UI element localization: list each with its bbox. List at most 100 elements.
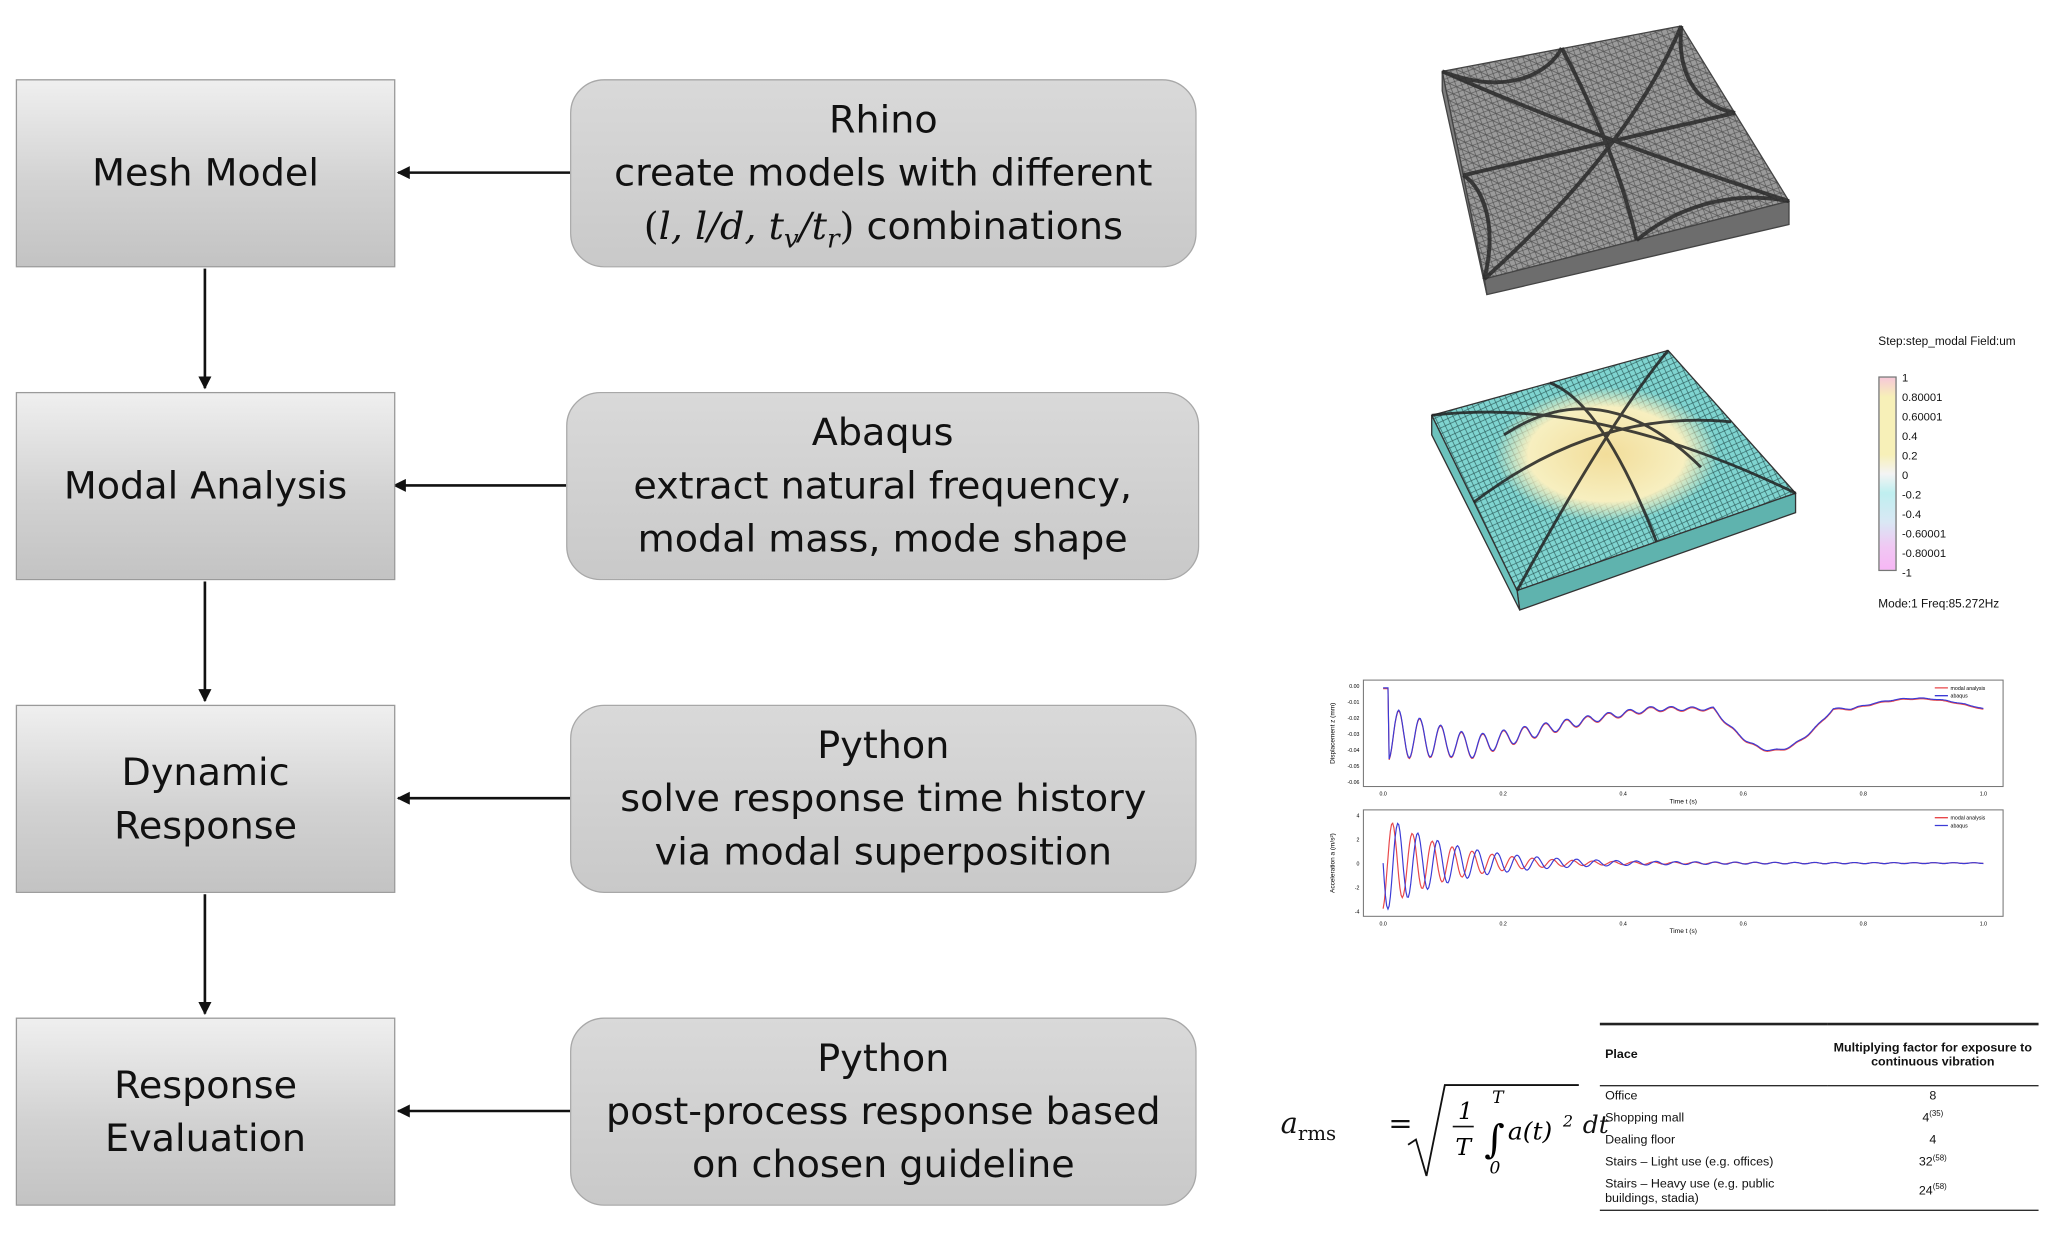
tool-title: Python: [817, 722, 950, 768]
plot-ytick: -0.06: [1347, 780, 1359, 786]
formula-numerator: 1: [1458, 1097, 1473, 1125]
plot-ytick: -2: [1355, 886, 1360, 892]
plot-ytick: -0.05: [1347, 764, 1359, 770]
tool-python-solve: Python solve response time history via m…: [570, 704, 1197, 893]
plot-xtick: 1.0: [1980, 792, 1987, 798]
acceleration-plot: Acceleration a (m/s²) Time t (s) 4 2 0 -2 -4 0.…: [1329, 809, 2004, 934]
legend-label: -0.80001: [1901, 546, 1947, 560]
plot-series-line: [1383, 688, 1984, 760]
legend-label: 0.80001: [1901, 390, 1943, 404]
tool-title: Abaqus: [811, 410, 954, 455]
step-modal-analysis: Modal Analysis: [15, 391, 396, 581]
table-header-factor: Multiplying factor for exposure to conti…: [1833, 1040, 2032, 1070]
legend-label: 0.4: [1901, 429, 1918, 443]
tool-line-params: (l, l/d, tv/tr) combinations: [644, 200, 1123, 253]
tool-line: extract natural frequency,: [633, 463, 1132, 508]
modal-plot-header: Step:step_modal Field:um: [1878, 334, 2016, 348]
plot-ytick: -0.01: [1347, 700, 1359, 706]
table-cell-factor: 24(58): [1918, 1183, 1947, 1199]
plot-xtick: 0.4: [1620, 792, 1627, 798]
plot-ytick: -0.04: [1347, 748, 1359, 754]
tool-line: create models with different: [614, 150, 1153, 195]
legend-label: -0.60001: [1901, 526, 1947, 540]
step-label: Modal Analysis: [63, 463, 348, 508]
modal-plot-footer: Mode:1 Freq:85.272Hz: [1878, 597, 2000, 611]
plot-ytick: -4: [1355, 910, 1360, 916]
reference-superscript: (58): [1932, 1183, 1947, 1192]
plot-ytick: 4: [1357, 814, 1360, 820]
step-label: Mesh Model: [92, 150, 319, 195]
plot-xtick: 1.0: [1980, 921, 1987, 927]
connector-arrows: [198, 166, 571, 1118]
table-cell-place: Shopping mall: [1605, 1111, 1685, 1126]
table-cell-place: Dealing floor: [1605, 1133, 1676, 1148]
plot-series-line: [1382, 822, 1984, 911]
tool-line: via modal superposition: [654, 829, 1113, 874]
plot-xtick: 0.0: [1379, 921, 1386, 927]
legend-color-bar: [1878, 376, 1897, 572]
legend-label: 0.2: [1901, 449, 1918, 463]
table-row: Stairs – Heavy use (e.g. public building…: [1599, 1173, 2039, 1210]
plot-xtick: 0.8: [1860, 792, 1867, 798]
rms-formula: arms = 1 T ∫ T 0 a(t) 2 dt: [1280, 1080, 1609, 1184]
legend-label: -1: [1901, 565, 1912, 579]
step-mesh-model: Mesh Model: [15, 79, 396, 268]
legend-label: 0.60001: [1901, 410, 1943, 424]
legend-label: 1: [1901, 371, 1909, 385]
reference-superscript: (58): [1932, 1155, 1947, 1163]
table-cell-factor: 4(35): [1922, 1110, 1944, 1126]
plot-ytick: 2: [1357, 838, 1360, 844]
mesh-model-render: [1441, 25, 1791, 296]
formula-radical: 1 T ∫ T 0 a(t) 2: [1407, 1084, 1579, 1178]
tool-python-postprocess: Python post-process response based on ch…: [570, 1017, 1197, 1206]
table-row: Shopping mall 4(35): [1600, 1107, 2039, 1129]
table-cell-place: Office: [1605, 1089, 1638, 1104]
guideline-table: Place Multiplying factor for exposure to…: [1599, 1023, 2039, 1211]
reference-superscript: (35): [1929, 1110, 1944, 1119]
legend-label: 0: [1901, 468, 1909, 482]
plot-legend-label: abaqus: [1951, 823, 1969, 829]
plot-xtick: 0.2: [1500, 792, 1507, 798]
table-row: Stairs – Light use (e.g. offices) 32(58): [1600, 1151, 2039, 1173]
tool-line: modal mass, mode shape: [637, 516, 1128, 561]
table-cell-place: Stairs – Light use (e.g. offices): [1605, 1155, 1774, 1170]
plot-legend-label: modal analysis: [1951, 816, 1986, 822]
table-cell-factor: 32(58): [1918, 1155, 1947, 1170]
tool-line: solve response time history: [620, 776, 1147, 821]
plot-ytick: -0.02: [1347, 716, 1359, 722]
plot-frame: [1362, 679, 2004, 788]
step-dynamic-response: Dynamic Response: [15, 704, 396, 893]
plot-legend-label: abaqus: [1951, 694, 1969, 700]
plot-ylabel: Acceleration a (m/s²): [1329, 833, 1336, 893]
formula-lhs: arms: [1280, 1108, 1337, 1146]
plot-series-line: [1383, 687, 1984, 760]
step-response-evaluation: Response Evaluation: [15, 1017, 396, 1206]
table-row: Office 8: [1600, 1085, 2039, 1107]
tool-abaqus: Abaqus extract natural frequency, modal …: [566, 391, 1200, 581]
step-label: Response Evaluation: [105, 1062, 307, 1160]
formula-power: 2: [1562, 1112, 1573, 1131]
plot-xlabel: Time t (s): [1670, 798, 1697, 804]
table-header-place: Place: [1605, 1047, 1638, 1063]
formula-dt: dt: [1582, 1111, 1609, 1140]
table-row: Dealing floor 4: [1600, 1129, 2039, 1151]
formula-lower-limit: 0: [1490, 1158, 1501, 1178]
tool-title: Python: [817, 1035, 950, 1080]
displacement-plot: Displacement z (mm) Time t (s) 0.00 -0.01 -0…: [1329, 679, 2004, 805]
legend-label: -0.2: [1901, 488, 1922, 501]
tool-line: on chosen guideline: [691, 1142, 1075, 1187]
tool-line: post-process response based: [606, 1088, 1161, 1134]
formula-integral-sign: ∫: [1484, 1118, 1505, 1163]
plot-ytick: -0.03: [1347, 732, 1359, 738]
tool-title: Rhino: [829, 97, 938, 142]
plot-xtick: 0.2: [1500, 921, 1507, 927]
formula-upper-limit: T: [1492, 1088, 1505, 1108]
parameter-tuple: (l, l/d, tv/tr): [643, 203, 855, 255]
plot-xtick: 0.6: [1740, 792, 1747, 798]
table-header-row: Place Multiplying factor for exposure to…: [1599, 1024, 2039, 1086]
legend-label: -0.4: [1901, 507, 1922, 521]
plot-xtick: 0.6: [1740, 921, 1747, 927]
plot-ytick: 0: [1357, 862, 1360, 868]
plot-xtick: 0.0: [1379, 792, 1386, 798]
